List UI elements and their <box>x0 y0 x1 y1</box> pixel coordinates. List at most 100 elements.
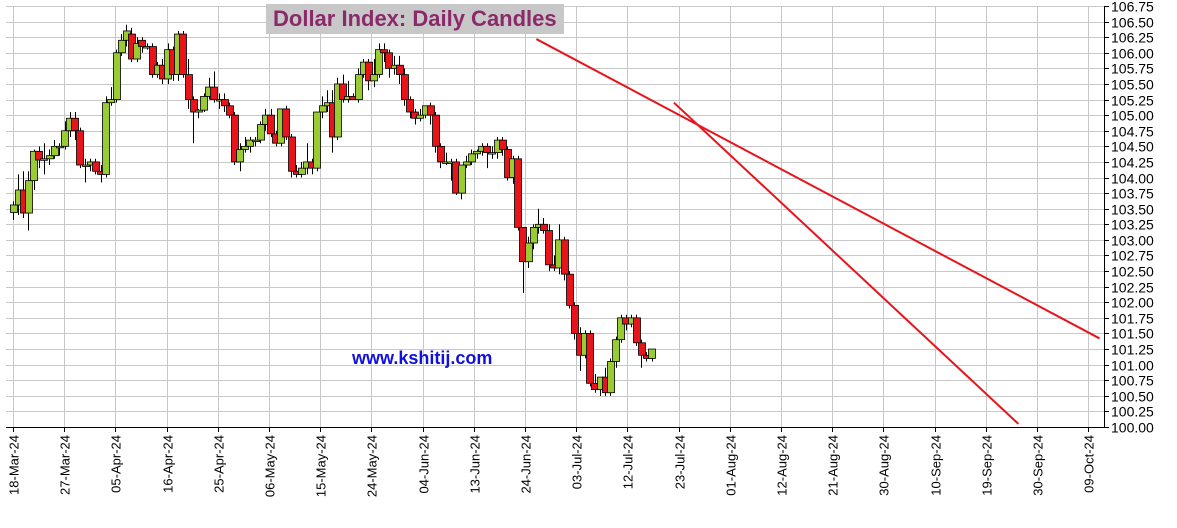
candle-up <box>133 43 141 60</box>
x-tick-label: 06-May-24 <box>263 435 278 497</box>
candle-up <box>617 317 625 341</box>
candle-up <box>113 52 121 100</box>
candle-up <box>319 105 327 113</box>
candle-down <box>76 130 84 166</box>
candle-up <box>612 339 620 362</box>
candle-up <box>525 242 533 263</box>
candle-down <box>437 145 445 163</box>
y-tick-label: 101.50 <box>1111 326 1154 342</box>
candle-up <box>241 145 249 150</box>
x-tick-label: 04-Jun-24 <box>417 435 432 494</box>
x-tick-label: 16-Apr-24 <box>161 435 176 493</box>
candle-up <box>118 39 126 54</box>
candle-up <box>530 227 538 244</box>
x-tick-label: 25-Apr-24 <box>212 435 227 493</box>
x-tick-label: 01-Aug-24 <box>724 435 739 496</box>
candle-down <box>288 136 296 172</box>
candle-down <box>406 99 414 113</box>
y-tick-label: 101.25 <box>1111 342 1154 358</box>
candle-up <box>40 158 48 161</box>
candle-up <box>463 161 471 166</box>
candle-up <box>458 164 466 194</box>
candle-down <box>571 304 579 334</box>
candle-up <box>468 153 476 163</box>
candle-down <box>633 317 641 344</box>
candle-up <box>298 167 306 175</box>
candle-up <box>648 348 656 359</box>
candle-up <box>236 149 244 163</box>
x-tick-label: 21-Aug-24 <box>826 435 841 496</box>
candle-up <box>607 361 615 394</box>
x-tick-label: 18-Mar-24 <box>7 435 22 495</box>
candle-down <box>545 230 553 266</box>
candle-up <box>246 139 254 147</box>
y-tick-label: 102.50 <box>1111 264 1154 280</box>
candle-down <box>282 108 290 138</box>
candle-up <box>252 139 260 142</box>
x-tick-label: 12-Aug-24 <box>775 435 790 496</box>
candle-down <box>385 52 393 69</box>
y-tick-label: 100.00 <box>1111 420 1154 436</box>
candle-up <box>416 114 424 119</box>
candle-down <box>221 99 229 107</box>
candle-up <box>51 145 59 157</box>
y-tick-label: 102.75 <box>1111 248 1154 264</box>
candle-up <box>200 96 208 111</box>
candle-down <box>483 145 491 153</box>
y-tick-label: 103.50 <box>1111 202 1154 218</box>
y-tick-label: 105.00 <box>1111 108 1154 124</box>
x-tick-label: 13-Jun-24 <box>468 435 483 494</box>
x-tick-label: 24-Jun-24 <box>519 435 534 494</box>
candle-up <box>102 102 110 175</box>
candle-up <box>46 155 54 160</box>
y-tick-label: 106.75 <box>1111 0 1154 15</box>
x-tick-label: 30-Sep-24 <box>1031 435 1046 496</box>
y-tick-label: 106.50 <box>1111 15 1154 31</box>
candle-up <box>107 99 115 104</box>
x-tick-label: 27-Mar-24 <box>58 435 73 495</box>
candle-down <box>185 74 193 100</box>
trendline <box>535 38 1101 340</box>
candle-up <box>334 83 342 138</box>
x-tick-label: 10-Sep-24 <box>929 435 944 496</box>
candle-down <box>210 86 218 100</box>
x-tick-label: 24-May-24 <box>365 435 380 497</box>
candle-up <box>313 111 321 169</box>
y-tick-label: 102.00 <box>1111 295 1154 311</box>
candle-up <box>488 152 496 155</box>
candle-up <box>355 74 363 100</box>
watermark-text: www.kshitij.com <box>352 348 493 368</box>
y-tick-label: 101.00 <box>1111 358 1154 374</box>
candle-down <box>566 273 574 306</box>
x-tick-label: 30-Aug-24 <box>877 435 892 496</box>
y-tick-label: 105.50 <box>1111 77 1154 93</box>
candle-down <box>540 223 548 231</box>
candle-down <box>396 64 404 76</box>
y-tick-label: 103.75 <box>1111 186 1154 202</box>
candle-down <box>190 99 198 113</box>
candle-up <box>257 124 265 141</box>
x-tick-label: 19-Sep-24 <box>980 435 995 496</box>
candle-down <box>231 114 239 163</box>
candle-down <box>267 114 275 135</box>
y-tick-label: 101.75 <box>1111 311 1154 327</box>
candle-up <box>30 150 38 182</box>
candle-up <box>375 49 383 76</box>
candle-up <box>82 164 90 167</box>
trendline <box>673 101 1020 425</box>
y-tick-label: 105.75 <box>1111 61 1154 77</box>
candle-up <box>61 130 69 147</box>
x-tick-label: 09-Oct-24 <box>1082 435 1097 493</box>
candle-down <box>35 150 43 161</box>
y-tick-label: 100.50 <box>1111 389 1154 405</box>
x-tick-label: 15-May-24 <box>314 435 329 497</box>
candle-down <box>514 158 522 228</box>
y-tick-label: 105.25 <box>1111 93 1154 109</box>
y-tick-label: 104.75 <box>1111 124 1154 140</box>
candle-down <box>365 61 373 82</box>
candle-up <box>56 145 64 149</box>
candle-down <box>380 49 388 54</box>
candle-down <box>427 105 435 116</box>
candle-up <box>370 74 378 82</box>
